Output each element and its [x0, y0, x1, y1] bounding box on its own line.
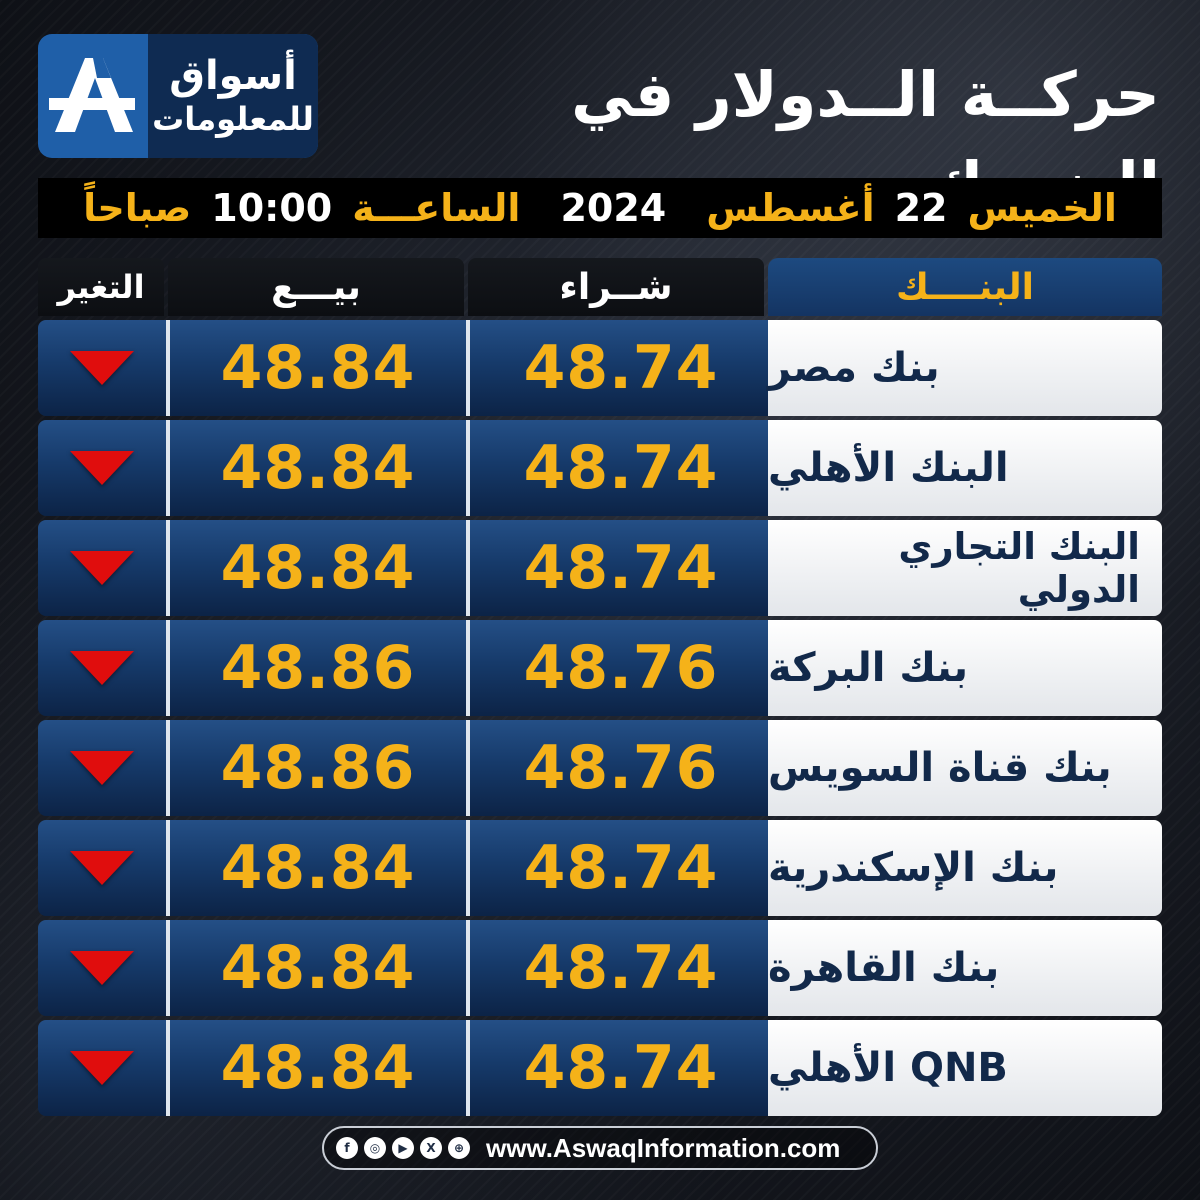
row-dark-panel: 48.84 48.74 — [38, 920, 776, 1016]
buy-price: 48.76 — [523, 733, 719, 803]
logo-text-line2: للمعلومات — [152, 100, 314, 138]
change-cell — [38, 820, 166, 916]
down-arrow-icon — [70, 551, 134, 585]
date-year: 2024 — [560, 186, 667, 230]
divider — [466, 520, 470, 616]
change-cell — [38, 720, 166, 816]
logo-text-line1: أسواق — [169, 53, 297, 99]
sell-price: 48.84 — [220, 833, 416, 903]
sell-price: 48.84 — [220, 433, 416, 503]
row-dark-panel: 48.84 48.74 — [38, 320, 776, 416]
bank-name: البنك الأهلي — [768, 420, 1162, 516]
down-arrow-icon — [70, 451, 134, 485]
divider — [166, 820, 170, 916]
row-dark-panel: 48.86 48.76 — [38, 620, 776, 716]
buy-price: 48.74 — [523, 333, 719, 403]
buy-price: 48.74 — [523, 533, 719, 603]
divider — [466, 1020, 470, 1116]
bank-name: بنك مصر — [768, 320, 1162, 416]
down-arrow-icon — [70, 351, 134, 385]
bank-name: بنك القاهرة — [768, 920, 1162, 1016]
buy-price: 48.76 — [523, 633, 719, 703]
date-bar: الخميس 22 أغسطس 2024 الساعـــة 10:00 صبا… — [38, 178, 1162, 238]
sell-price: 48.84 — [220, 1033, 416, 1103]
change-cell — [38, 620, 166, 716]
divider — [166, 520, 170, 616]
facebook-icon[interactable]: f — [336, 1137, 358, 1159]
header-buy: شــراء — [468, 258, 764, 316]
logo-mark-icon — [38, 34, 148, 158]
divider — [466, 720, 470, 816]
down-arrow-icon — [70, 651, 134, 685]
buy-price: 48.74 — [523, 1033, 719, 1103]
change-cell — [38, 320, 166, 416]
divider — [466, 820, 470, 916]
divider — [466, 920, 470, 1016]
table-row: 48.84 48.74 بنك مصر — [38, 320, 1162, 416]
table-row: 48.86 48.76 بنك البركة — [38, 620, 1162, 716]
down-arrow-icon — [70, 751, 134, 785]
down-arrow-icon — [70, 1051, 134, 1085]
footer-bar: f ◎ ▶ X ⊕ www.AswaqInformation.com — [322, 1126, 878, 1170]
date-number: 22 — [894, 186, 948, 230]
divider — [166, 320, 170, 416]
sell-price: 48.84 — [220, 933, 416, 1003]
sell-price: 48.84 — [220, 533, 416, 603]
row-dark-panel: 48.84 48.74 — [38, 1020, 776, 1116]
down-arrow-icon — [70, 851, 134, 885]
time-label: الساعـــة — [352, 186, 521, 230]
buy-price: 48.74 — [523, 933, 719, 1003]
bank-name: بنك قناة السويس — [768, 720, 1162, 816]
bank-name: بنك البركة — [768, 620, 1162, 716]
time-value: 10:00 — [211, 186, 333, 230]
down-arrow-icon — [70, 951, 134, 985]
row-dark-panel: 48.86 48.76 — [38, 720, 776, 816]
sell-price: 48.86 — [220, 633, 416, 703]
instagram-icon[interactable]: ◎ — [364, 1137, 386, 1159]
header-sell: بيـــع — [168, 258, 464, 316]
change-cell — [38, 420, 166, 516]
divider — [166, 920, 170, 1016]
buy-price: 48.74 — [523, 833, 719, 903]
divider — [166, 420, 170, 516]
date-day: الخميس — [967, 186, 1117, 230]
bank-name: QNB الأهلي — [768, 1020, 1162, 1116]
divider — [466, 620, 470, 716]
youtube-icon[interactable]: ▶ — [392, 1137, 414, 1159]
table-row: 48.84 48.74 البنك التجاري الدولي — [38, 520, 1162, 616]
date-month: أغسطس — [706, 186, 875, 230]
divider — [466, 320, 470, 416]
buy-price: 48.74 — [523, 433, 719, 503]
change-cell — [38, 1020, 166, 1116]
row-dark-panel: 48.84 48.74 — [38, 820, 776, 916]
logo: أسواق للمعلومات — [38, 34, 318, 158]
divider — [166, 720, 170, 816]
table-row: 48.84 48.74 البنك الأهلي — [38, 420, 1162, 516]
web-icon[interactable]: ⊕ — [448, 1137, 470, 1159]
sell-price: 48.86 — [220, 733, 416, 803]
table-row: 48.84 48.74 بنك الإسكندرية — [38, 820, 1162, 916]
divider — [166, 1020, 170, 1116]
change-cell — [38, 920, 166, 1016]
page-title: حركــة الــدولار في البنــوك — [571, 58, 1160, 221]
time-period: صباحاً — [83, 186, 192, 230]
bank-name: البنك التجاري الدولي — [768, 520, 1162, 616]
table-row: 48.84 48.74 بنك القاهرة — [38, 920, 1162, 1016]
row-dark-panel: 48.84 48.74 — [38, 420, 776, 516]
change-cell — [38, 520, 166, 616]
divider — [166, 620, 170, 716]
header-bank: البنــــك — [768, 258, 1162, 316]
bank-name: بنك الإسكندرية — [768, 820, 1162, 916]
table-row: 48.84 48.74 QNB الأهلي — [38, 1020, 1162, 1116]
divider — [466, 420, 470, 516]
sell-price: 48.84 — [220, 333, 416, 403]
table-row: 48.86 48.76 بنك قناة السويس — [38, 720, 1162, 816]
x-icon[interactable]: X — [420, 1137, 442, 1159]
row-dark-panel: 48.84 48.74 — [38, 520, 776, 616]
header-change: التغير — [38, 258, 164, 316]
website-link[interactable]: www.AswaqInformation.com — [486, 1132, 841, 1163]
